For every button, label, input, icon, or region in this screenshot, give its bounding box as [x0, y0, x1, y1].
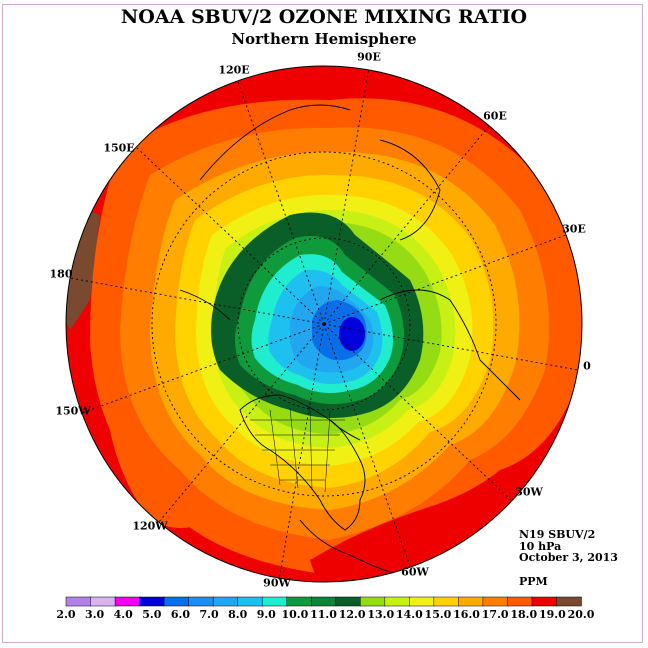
- colorbar-swatch: [90, 596, 116, 607]
- colorbar-tick-label: 3.0: [85, 608, 105, 621]
- colorbar-swatch: [433, 596, 460, 607]
- colorbar-swatch: [482, 596, 509, 607]
- colorbar-tick-label: 19.0: [538, 608, 566, 621]
- colorbar-tick-label: 11.0: [310, 608, 337, 621]
- coastlines: [179, 104, 521, 576]
- colorbar-swatch: [360, 596, 386, 607]
- colorbar-swatch: [65, 596, 92, 607]
- colorbar-swatch: [335, 596, 362, 607]
- colorbar-swatch: [531, 596, 558, 607]
- info-units: PPM: [519, 575, 548, 588]
- lon-label-60e: 60E: [483, 109, 507, 123]
- colorbar-tick-label: 13.0: [367, 608, 395, 621]
- colorbar-swatch: [114, 596, 141, 607]
- colorbar: [65, 596, 582, 607]
- colorbar-swatch: [163, 596, 190, 607]
- colorbar-tick-label: 15.0: [424, 608, 452, 621]
- figure-frame: [2, 4, 643, 643]
- colorbar-tick-label: 5.0: [142, 608, 162, 621]
- info-level: 10 hPa: [519, 540, 562, 553]
- lon-label-30w: 30W: [515, 485, 543, 499]
- lon-label-150w: 150W: [55, 404, 91, 418]
- colorbar-swatch: [384, 596, 411, 607]
- colorbar-swatch: [188, 596, 214, 607]
- lon-label-90e: 90E: [357, 50, 381, 64]
- colorbar-swatch: [139, 596, 165, 607]
- colorbar-swatch: [409, 596, 435, 607]
- latitude-circles: [151, 151, 497, 497]
- colorbar-swatch: [237, 596, 263, 607]
- info-date: October 3, 2013: [519, 551, 618, 564]
- colorbar-swatch: [458, 596, 484, 607]
- colorbar-tick-label: 17.0: [481, 608, 509, 621]
- chart-subtitle: Northern Hemisphere: [231, 30, 417, 48]
- colorbar-swatch: [507, 596, 533, 607]
- colorbar-tick-label: 6.0: [170, 608, 191, 621]
- info-satellite: N19 SBUV/2: [519, 528, 596, 541]
- lon-label-180: 180: [49, 267, 73, 281]
- colorbar-swatch: [556, 596, 582, 607]
- colorbar-tick-label: 4.0: [113, 608, 133, 621]
- colorbar-tick-label: 2.0: [56, 608, 76, 621]
- colorbar-tick-label: 20.0: [567, 608, 595, 621]
- field-lobe-120w: [110, 420, 220, 528]
- colorbar-swatch: [261, 596, 288, 607]
- colorbar-tick-label: 9.0: [256, 608, 276, 621]
- field-lobe-60w: [310, 470, 506, 582]
- colorbar-tick-label: 18.0: [510, 608, 538, 621]
- colorbar-swatch: [286, 596, 312, 607]
- lon-label-30e: 30E: [562, 222, 586, 236]
- lon-label-120w: 120W: [132, 519, 168, 533]
- chart-title: NOAA SBUV/2 OZONE MIXING RATIO: [120, 6, 528, 28]
- colorbar-tick-label: 10.0: [281, 608, 309, 621]
- lon-label-120e: 120E: [218, 63, 250, 77]
- lon-label-0: 0: [583, 359, 591, 373]
- colorbar-tick-label: 7.0: [199, 608, 219, 621]
- field-band-5: [339, 317, 365, 351]
- colorbar-tick-label: 8.0: [228, 608, 248, 621]
- colorbar-tick-label: 12.0: [338, 608, 366, 621]
- colorbar-swatch: [212, 596, 239, 607]
- colorbar-tick-label: 14.0: [395, 608, 423, 621]
- map-boundary: [65, 65, 583, 583]
- lon-label-60w: 60W: [401, 565, 429, 579]
- meridians: [69, 67, 579, 581]
- colorbar-tick-label: 16.0: [453, 608, 480, 621]
- lon-label-150e: 150E: [103, 141, 135, 155]
- colorbar-swatch: [310, 596, 337, 607]
- state-borders: [250, 407, 345, 493]
- lon-label-90w: 90W: [263, 576, 291, 590]
